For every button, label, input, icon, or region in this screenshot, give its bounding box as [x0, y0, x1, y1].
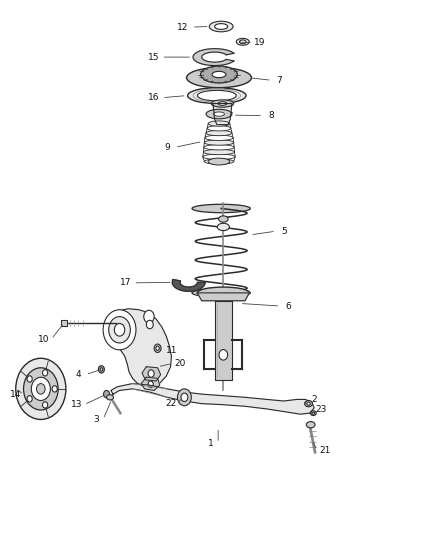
Ellipse shape — [211, 100, 234, 107]
Polygon shape — [61, 320, 67, 326]
Ellipse shape — [218, 102, 227, 106]
Circle shape — [27, 395, 32, 402]
Text: 19: 19 — [254, 38, 266, 47]
Ellipse shape — [208, 121, 230, 126]
Circle shape — [32, 377, 50, 400]
Ellipse shape — [207, 126, 231, 131]
Text: 16: 16 — [148, 93, 160, 102]
Circle shape — [103, 310, 136, 350]
Polygon shape — [106, 309, 171, 387]
Polygon shape — [198, 293, 249, 301]
Ellipse shape — [306, 422, 315, 428]
Text: 21: 21 — [319, 446, 331, 455]
Ellipse shape — [212, 71, 226, 78]
Ellipse shape — [204, 159, 234, 164]
Ellipse shape — [198, 287, 249, 298]
Ellipse shape — [217, 223, 230, 231]
Text: 6: 6 — [285, 302, 291, 311]
Ellipse shape — [206, 131, 232, 136]
Ellipse shape — [187, 68, 251, 88]
Ellipse shape — [192, 289, 251, 297]
Circle shape — [109, 317, 131, 343]
Text: 4: 4 — [76, 370, 81, 379]
Circle shape — [156, 346, 159, 350]
Text: 8: 8 — [268, 111, 274, 120]
Text: 13: 13 — [71, 400, 82, 409]
Polygon shape — [193, 49, 234, 66]
Polygon shape — [111, 384, 314, 414]
Bar — [215, 301, 232, 380]
Circle shape — [181, 393, 188, 401]
Circle shape — [99, 366, 104, 373]
Ellipse shape — [203, 149, 235, 155]
Circle shape — [27, 376, 32, 382]
Text: 20: 20 — [174, 359, 186, 368]
Ellipse shape — [106, 394, 113, 400]
Ellipse shape — [215, 23, 228, 29]
Circle shape — [100, 368, 102, 371]
Circle shape — [42, 402, 48, 408]
Circle shape — [16, 358, 66, 419]
Ellipse shape — [240, 40, 246, 44]
Text: 2: 2 — [311, 395, 317, 404]
Text: 14: 14 — [10, 390, 21, 399]
Ellipse shape — [236, 38, 249, 45]
Text: 23: 23 — [315, 406, 326, 415]
Circle shape — [154, 344, 161, 352]
Ellipse shape — [192, 204, 251, 213]
Circle shape — [177, 389, 191, 406]
Ellipse shape — [204, 144, 234, 150]
Circle shape — [36, 384, 45, 394]
Polygon shape — [172, 279, 205, 292]
Circle shape — [148, 370, 154, 377]
Text: 22: 22 — [166, 399, 177, 408]
Ellipse shape — [307, 402, 310, 405]
Circle shape — [219, 350, 228, 360]
Text: 15: 15 — [148, 53, 160, 62]
Ellipse shape — [198, 90, 236, 101]
Ellipse shape — [208, 158, 230, 165]
Ellipse shape — [219, 216, 228, 222]
Circle shape — [24, 368, 58, 410]
Polygon shape — [141, 377, 160, 391]
Text: 9: 9 — [164, 143, 170, 152]
Ellipse shape — [214, 112, 224, 116]
Circle shape — [42, 370, 48, 376]
Text: 17: 17 — [120, 278, 132, 287]
Ellipse shape — [203, 154, 235, 159]
Circle shape — [146, 320, 153, 329]
Circle shape — [144, 310, 154, 323]
Text: 3: 3 — [93, 415, 99, 424]
Circle shape — [52, 386, 57, 392]
Ellipse shape — [209, 21, 233, 32]
Ellipse shape — [187, 88, 246, 103]
Text: 12: 12 — [177, 22, 188, 31]
Polygon shape — [213, 103, 232, 125]
Text: 11: 11 — [166, 346, 177, 356]
Ellipse shape — [304, 400, 312, 407]
Ellipse shape — [201, 66, 237, 83]
Text: 1: 1 — [208, 439, 213, 448]
Text: 5: 5 — [281, 227, 287, 236]
Ellipse shape — [206, 109, 232, 119]
Circle shape — [103, 391, 110, 398]
Circle shape — [114, 324, 125, 336]
Text: 10: 10 — [38, 335, 49, 344]
Polygon shape — [142, 367, 161, 381]
Circle shape — [148, 381, 153, 387]
Ellipse shape — [204, 140, 234, 145]
Ellipse shape — [205, 135, 233, 140]
Ellipse shape — [310, 411, 316, 416]
Ellipse shape — [312, 412, 315, 414]
Text: 7: 7 — [277, 76, 283, 85]
